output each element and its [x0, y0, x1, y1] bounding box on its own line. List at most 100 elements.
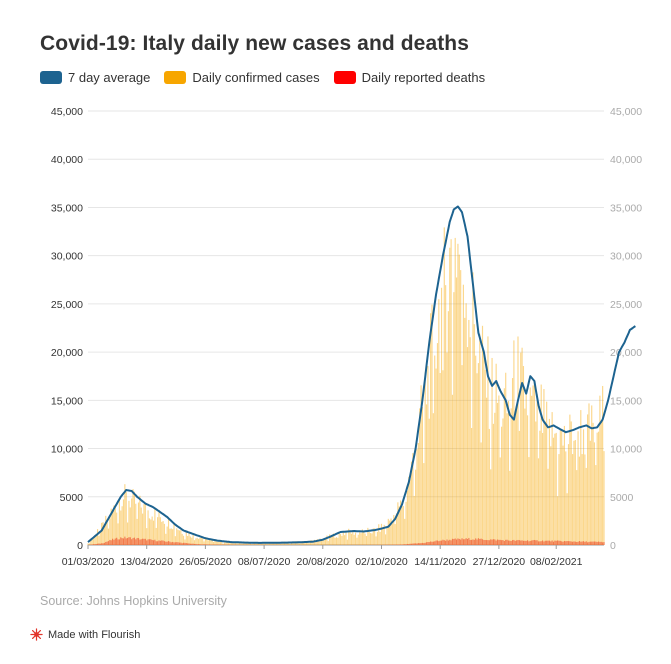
bar-daily-cases — [424, 372, 426, 545]
bar-daily-deaths — [563, 541, 565, 545]
bar-daily-deaths — [131, 539, 133, 545]
bar-daily-cases — [96, 529, 99, 545]
legend-item-daily-reported-deaths[interactable]: Daily reported deaths — [333, 70, 485, 85]
bar-daily-cases — [319, 538, 321, 545]
y-tick-label-right: 30,000 — [610, 251, 642, 263]
bar-daily-cases — [477, 363, 479, 545]
bar-daily-cases — [191, 537, 193, 545]
bar-daily-cases — [438, 299, 440, 545]
bar-daily-cases — [273, 543, 275, 545]
bar-daily-deaths — [578, 541, 581, 545]
bar-daily-cases — [173, 523, 175, 545]
bar-daily-cases — [580, 410, 582, 545]
bar-daily-deaths — [193, 543, 196, 545]
x-tick-label: 27/12/2020 — [473, 556, 526, 568]
bar-daily-cases — [327, 541, 329, 545]
bar-daily-deaths — [451, 538, 454, 545]
bar-daily-cases — [107, 528, 110, 545]
chart-plot-area[interactable]: 0 5000 10,000 15,000 20,000 25,000 30,000 35,00… — [0, 0, 671, 590]
bar-daily-deaths — [528, 541, 530, 545]
bar-daily-cases — [565, 451, 567, 545]
bar-daily-deaths — [431, 541, 433, 545]
bar-daily-deaths — [543, 541, 545, 545]
bar-daily-cases — [555, 432, 557, 545]
y-tick-label-left: 45,000 — [51, 106, 83, 118]
legend-label-daily-confirmed-cases: Daily confirmed cases — [192, 70, 320, 85]
bar-daily-cases — [498, 395, 500, 545]
bar-daily-deaths — [178, 542, 181, 545]
bar-daily-cases — [461, 365, 463, 545]
bar-daily-deaths — [488, 540, 490, 545]
bar-daily-deaths — [419, 543, 421, 545]
bar-daily-cases — [95, 533, 97, 545]
bar-daily-cases — [335, 537, 338, 545]
bar-daily-cases — [279, 543, 282, 545]
bar-daily-cases — [383, 524, 385, 545]
chart-title: Covid-19: Italy daily new cases and deat… — [40, 32, 470, 55]
flourish-credit[interactable]: Made with Flourish — [30, 628, 140, 641]
bar-daily-cases — [163, 523, 166, 545]
bar-daily-cases — [225, 542, 227, 545]
bar-daily-cases — [334, 537, 336, 545]
bar-daily-deaths — [561, 541, 563, 545]
bar-daily-cases — [297, 541, 299, 545]
bar-daily-deaths — [409, 543, 411, 545]
legend-swatch-daily-confirmed-cases — [164, 71, 187, 84]
bar-daily-deaths — [495, 540, 497, 545]
bar-daily-deaths — [524, 540, 526, 545]
y-tick-label-right: 10,000 — [610, 444, 642, 456]
x-tick-label: 02/10/2020 — [355, 556, 408, 568]
bar-daily-deaths — [152, 540, 155, 545]
bar-daily-deaths — [196, 544, 198, 545]
cases-bars — [87, 227, 605, 546]
bar-daily-cases — [492, 423, 495, 545]
bar-daily-deaths — [184, 542, 186, 545]
bar-daily-cases — [581, 454, 583, 545]
bar-daily-cases — [379, 531, 381, 545]
bar-daily-deaths — [118, 539, 120, 545]
bar-daily-deaths — [475, 538, 477, 545]
bar-daily-cases — [554, 433, 556, 545]
bar-daily-deaths — [406, 543, 409, 545]
bar-daily-deaths — [140, 539, 142, 545]
bar-daily-cases — [111, 510, 114, 545]
bar-daily-deaths — [562, 541, 564, 545]
bar-daily-cases — [307, 542, 309, 545]
bar-daily-deaths — [498, 539, 500, 545]
bar-daily-deaths — [435, 540, 437, 545]
bar-daily-cases — [599, 395, 601, 545]
legend-item-7-day-average[interactable]: 7 day average — [40, 70, 150, 85]
bar-daily-deaths — [506, 539, 508, 545]
y-tick-label-left: 35,000 — [51, 202, 83, 214]
legend-swatch-daily-reported-deaths — [333, 71, 356, 84]
legend-item-daily-confirmed-cases[interactable]: Daily confirmed cases — [164, 70, 320, 85]
bar-daily-deaths — [142, 538, 144, 545]
bar-daily-cases — [397, 502, 399, 545]
bar-daily-deaths — [150, 539, 152, 545]
bar-daily-deaths — [110, 540, 112, 545]
bar-daily-deaths — [531, 540, 533, 545]
bar-daily-cases — [247, 543, 249, 545]
bar-daily-cases — [506, 413, 508, 545]
bar-daily-cases — [314, 539, 316, 545]
bar-daily-deaths — [440, 540, 443, 545]
bar-daily-cases — [341, 535, 343, 545]
bar-daily-cases — [256, 543, 258, 545]
bar-daily-deaths — [577, 541, 579, 545]
bar-daily-cases — [499, 457, 501, 545]
bar-daily-cases — [577, 431, 579, 545]
bar-daily-deaths — [532, 540, 534, 545]
bar-daily-cases — [259, 543, 261, 545]
bar-daily-cases — [398, 506, 400, 545]
bar-daily-cases — [423, 463, 425, 545]
bar-daily-deaths — [159, 540, 161, 545]
bar-daily-cases — [167, 517, 170, 545]
bar-daily-cases — [202, 538, 204, 545]
bar-daily-cases — [525, 389, 527, 545]
bar-daily-cases — [567, 444, 570, 545]
bar-daily-cases — [131, 498, 133, 545]
bar-daily-cases — [312, 540, 314, 545]
bar-daily-cases — [446, 352, 448, 545]
y-tick-label-left: 40,000 — [51, 154, 83, 166]
bar-daily-cases — [453, 292, 455, 545]
